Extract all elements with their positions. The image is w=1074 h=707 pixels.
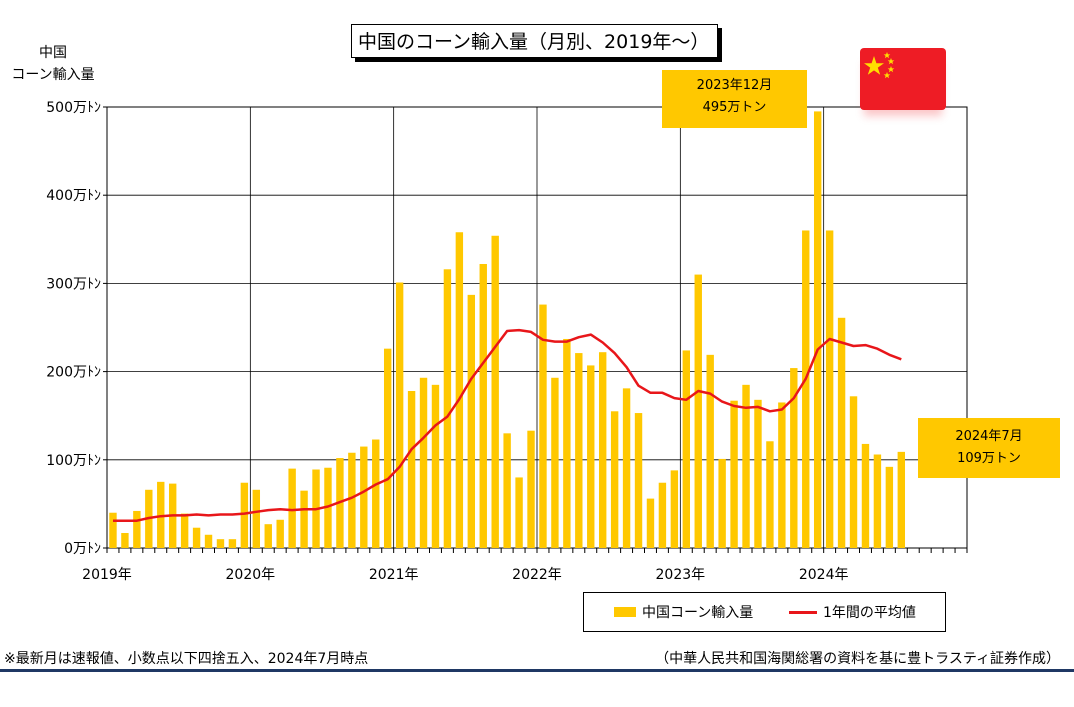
import-bar: [383, 348, 392, 548]
import-bar: [551, 377, 559, 548]
import-bar: [216, 539, 225, 548]
peak-callout: 2023年12月 495万トン: [662, 70, 807, 128]
import-bar: [706, 354, 714, 548]
import-bar: [575, 353, 583, 548]
import-bar: [837, 317, 846, 548]
import-bar: [742, 384, 750, 548]
import-bar: [563, 338, 571, 548]
chart-title: 中国のコーン輸入量（月別、2019年〜）: [351, 24, 718, 58]
import-bar: [264, 524, 272, 548]
import-bar: [395, 282, 404, 548]
import-bar: [431, 384, 440, 548]
y-tick-label: 300万ﾄﾝ: [46, 276, 101, 292]
import-bar: [121, 533, 129, 548]
import-bar: [157, 481, 165, 548]
import-bar: [228, 539, 237, 548]
y-tick-label: 400万ﾄﾝ: [46, 188, 101, 204]
import-bar: [861, 443, 870, 548]
import-bar: [790, 368, 798, 548]
latest-callout: 2024年7月 109万トン: [918, 418, 1060, 478]
footnote: ※最新月は速報値、小数点以下四捨五入、2024年7月時点: [4, 651, 369, 667]
import-bar: [407, 391, 416, 548]
import-bar: [479, 263, 487, 548]
import-bar: [873, 454, 882, 548]
import-bar: [718, 458, 726, 548]
import-bar: [300, 490, 308, 548]
legend-label-imports: 中国コーン輸入量: [642, 605, 754, 621]
import-bar: [503, 433, 511, 548]
y-tick-label: 500万ﾄﾝ: [46, 100, 101, 116]
import-bar: [491, 235, 499, 548]
y-axis-title-line1: 中国: [39, 45, 67, 61]
import-bar: [646, 498, 655, 548]
chart-legend: 中国コーン輸入量 1年間の平均値: [583, 592, 946, 632]
legend-swatch-line: [789, 610, 817, 614]
legend-item-average: 1年間の平均値: [789, 602, 916, 622]
import-bar: [598, 352, 607, 548]
import-bar: [766, 441, 774, 548]
import-bar: [360, 446, 368, 548]
bottom-rule: [0, 669, 1074, 672]
import-bar: [527, 430, 535, 548]
import-bar: [467, 294, 476, 548]
import-bar: [897, 451, 906, 548]
import-bar: [192, 527, 201, 548]
import-bar: [324, 467, 332, 548]
import-bar: [419, 377, 428, 548]
x-tick-label: 2020年: [226, 567, 276, 583]
latest-callout-value: 109万トン: [957, 451, 1021, 466]
peak-callout-date: 2023年12月: [696, 78, 773, 93]
corn-import-chart: 0万ﾄﾝ 100万ﾄﾝ 200万ﾄﾝ 300万ﾄﾝ 400万ﾄﾝ 500万ﾄﾝ 2019年 2…: [46, 100, 968, 583]
import-bar: [634, 413, 643, 548]
import-bar: [670, 470, 679, 548]
import-bar: [515, 477, 523, 548]
import-bar: [133, 510, 141, 548]
import-bar: [348, 452, 356, 548]
import-bar: [252, 489, 261, 548]
import-bar: [372, 439, 380, 548]
latest-callout-date: 2024年7月: [955, 429, 1023, 444]
x-tick-label: 2019年: [82, 567, 132, 583]
import-bar: [825, 230, 834, 549]
import-bar: [610, 411, 619, 548]
average-line: [113, 328, 902, 522]
import-bar: [849, 396, 858, 548]
import-bar: [180, 513, 189, 548]
y-tick-label: 0万ﾄﾝ: [64, 541, 101, 557]
import-bar: [778, 402, 786, 548]
import-bar: [885, 466, 894, 548]
import-bar: [276, 519, 284, 548]
china-flag-icon: [860, 48, 946, 110]
y-axis-title: 中国 コーン輸入量: [8, 42, 98, 86]
import-bar: [658, 482, 667, 548]
x-tick-label: 2022年: [512, 567, 562, 583]
import-bar: [730, 400, 738, 548]
import-bar: [539, 304, 547, 548]
import-bar: [443, 269, 452, 548]
y-tick-label: 200万ﾄﾝ: [46, 365, 101, 381]
import-bar: [288, 468, 296, 548]
import-bar: [694, 274, 702, 548]
legend-label-average: 1年間の平均値: [823, 605, 916, 621]
import-bar: [682, 350, 691, 548]
x-tick-label: 2024年: [799, 567, 849, 583]
import-bar: [813, 111, 822, 548]
import-bar: [622, 388, 631, 548]
legend-item-imports: 中国コーン輸入量: [614, 602, 753, 622]
import-bar: [204, 534, 213, 548]
source-note: （中華人民共和国海関総署の資料を基に豊トラスティ証券作成）: [655, 651, 1060, 667]
y-axis-title-line2: コーン輸入量: [11, 67, 95, 83]
import-bar: [109, 512, 117, 548]
x-tick-label: 2021年: [369, 567, 419, 583]
y-tick-label: 100万ﾄﾝ: [46, 453, 101, 469]
import-bar: [240, 482, 249, 548]
legend-swatch-bar: [614, 607, 636, 617]
import-bar: [455, 232, 464, 548]
peak-callout-value: 495万トン: [702, 100, 767, 115]
import-bar: [802, 230, 810, 549]
import-bar: [587, 365, 595, 548]
import-bar: [754, 399, 762, 548]
x-tick-label: 2023年: [656, 567, 706, 583]
